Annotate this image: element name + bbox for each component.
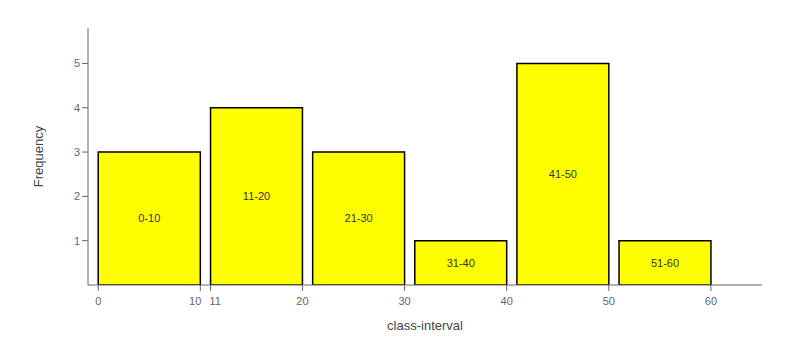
svg-text:10: 10 (189, 295, 201, 307)
svg-text:3: 3 (74, 146, 80, 158)
svg-text:0-10: 0-10 (138, 212, 160, 224)
svg-text:5: 5 (74, 57, 80, 69)
svg-text:1: 1 (74, 235, 80, 247)
svg-text:21-30: 21-30 (345, 212, 373, 224)
svg-text:60: 60 (705, 295, 717, 307)
svg-text:20: 20 (296, 295, 308, 307)
svg-text:31-40: 31-40 (447, 257, 475, 269)
svg-text:50: 50 (603, 295, 615, 307)
svg-text:2: 2 (74, 190, 80, 202)
svg-text:Frequency: Frequency (31, 125, 46, 187)
svg-text:0: 0 (95, 295, 101, 307)
svg-text:class-interval: class-interval (387, 318, 463, 333)
svg-text:11-20: 11-20 (243, 190, 270, 202)
svg-text:40: 40 (501, 295, 513, 307)
svg-text:4: 4 (74, 102, 80, 114)
svg-text:11: 11 (210, 295, 221, 307)
svg-text:30: 30 (398, 295, 410, 307)
svg-text:51-60: 51-60 (651, 257, 679, 269)
svg-text:41-50: 41-50 (549, 168, 577, 180)
